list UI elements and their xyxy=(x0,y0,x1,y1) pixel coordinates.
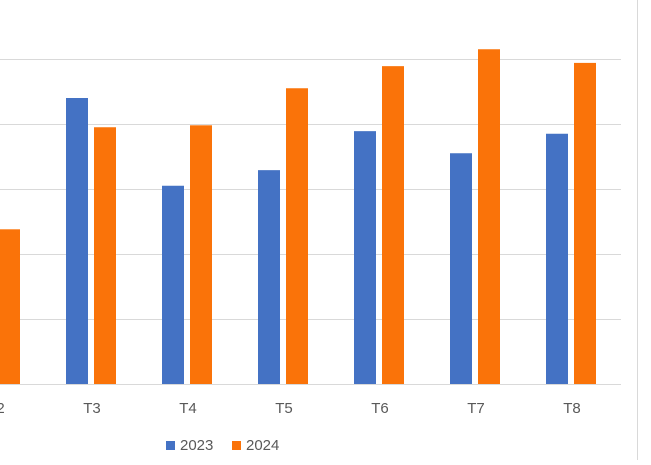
x-tick-label: T6 xyxy=(371,400,389,417)
bar xyxy=(574,62,596,385)
legend-label: 2023 xyxy=(180,437,213,454)
bar xyxy=(66,98,88,384)
bar xyxy=(94,127,116,384)
bar xyxy=(162,185,184,384)
bar xyxy=(546,133,568,384)
legend-swatch xyxy=(232,441,241,450)
x-tick-label: T5 xyxy=(275,400,293,417)
bar xyxy=(0,229,20,384)
x-tick-label: T8 xyxy=(563,400,581,417)
legend-swatch xyxy=(166,441,175,450)
bar xyxy=(354,131,376,384)
legend-label: 2024 xyxy=(246,437,279,454)
x-tick-label: T4 xyxy=(179,400,197,417)
bar xyxy=(190,125,212,385)
x-tick-label: T3 xyxy=(83,400,101,417)
bar xyxy=(258,170,280,384)
bar xyxy=(450,153,472,384)
x-tick-label: T7 xyxy=(467,400,485,417)
bar xyxy=(286,88,308,384)
x-tick-label: T2 xyxy=(0,400,5,417)
bar xyxy=(478,49,500,384)
bar xyxy=(382,66,404,385)
